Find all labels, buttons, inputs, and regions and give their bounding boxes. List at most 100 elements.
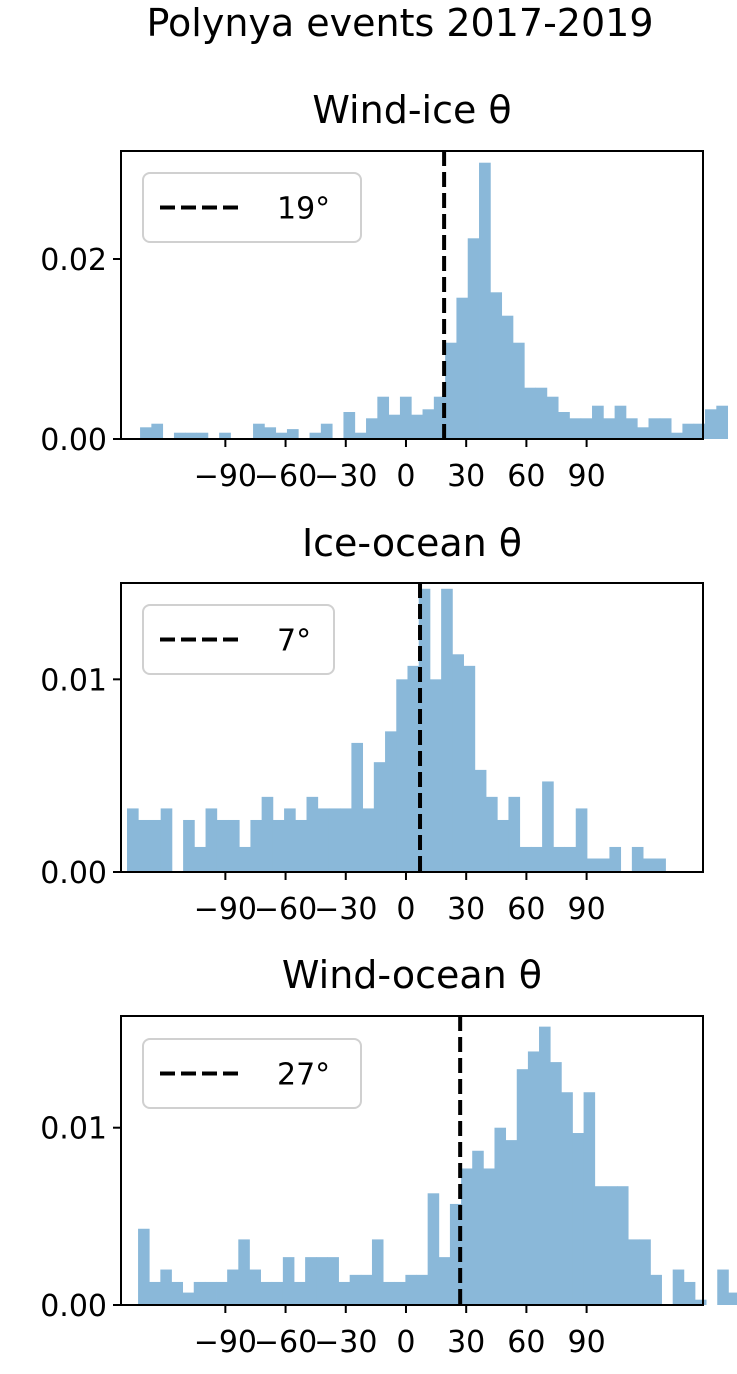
- histogram-bar: [286, 429, 299, 439]
- x-tick-label: −30: [314, 459, 377, 494]
- axes-frame: [120, 582, 704, 873]
- histogram-bar: [305, 1257, 317, 1305]
- histogram-bar: [349, 1274, 362, 1305]
- histogram-bar: [486, 796, 498, 872]
- histogram-bar: [539, 1026, 551, 1305]
- histogram-bar: [561, 1092, 573, 1305]
- histogram-bar: [293, 1281, 306, 1305]
- histogram-bar: [501, 315, 514, 439]
- histogram-bar: [295, 819, 307, 872]
- histogram-bar: [275, 432, 288, 439]
- histogram-bar: [603, 418, 616, 439]
- histogram-bar: [216, 1281, 228, 1305]
- legend-label: 19°: [277, 192, 330, 227]
- histogram-bar: [479, 162, 491, 439]
- histogram-bar: [418, 588, 431, 872]
- histogram-bar: [717, 1269, 729, 1305]
- axes-frame: [120, 150, 704, 440]
- y-tick-label: 0.02: [40, 243, 107, 278]
- histogram-bar: [284, 808, 296, 872]
- histogram-bar: [264, 427, 277, 439]
- histogram-bar: [683, 1281, 696, 1305]
- histogram-bar: [249, 1269, 261, 1305]
- histogram-bar: [306, 796, 319, 872]
- histogram-bar: [377, 396, 390, 439]
- legend-label: 7°: [277, 624, 311, 659]
- legend-box: [142, 1038, 362, 1109]
- histogram-bar: [452, 654, 464, 872]
- histogram-bar: [171, 1281, 184, 1305]
- histogram-bar: [351, 742, 364, 872]
- histogram-bar: [343, 412, 356, 439]
- x-tick-label: 60: [507, 892, 545, 927]
- histogram-bar: [407, 665, 420, 872]
- histogram-bar: [253, 423, 265, 439]
- histogram-bar: [609, 846, 622, 872]
- histogram-bar: [340, 808, 352, 872]
- histogram-bar: [271, 1281, 284, 1305]
- histogram-bar: [449, 1203, 462, 1305]
- legend-box: [142, 172, 362, 243]
- y-tick-label: 0.01: [40, 663, 107, 698]
- histogram-bar: [373, 762, 386, 872]
- histogram-bar: [693, 423, 706, 439]
- panel-title: Wind-ocean θ: [282, 953, 542, 997]
- histogram-bar: [637, 427, 649, 439]
- histogram-bar: [394, 1281, 406, 1305]
- histogram-bar: [558, 412, 570, 439]
- histogram-bar: [173, 432, 186, 439]
- histogram-bar: [527, 1051, 540, 1305]
- histogram-bar: [383, 1281, 395, 1305]
- histogram-bar: [185, 432, 197, 439]
- histogram-bar: [327, 1257, 339, 1305]
- histogram-bar: [328, 808, 341, 872]
- histogram-bar: [151, 423, 164, 439]
- histogram-bar: [463, 665, 476, 872]
- legend: 27°: [142, 1038, 362, 1109]
- histogram-bar: [654, 858, 666, 872]
- histogram-bar: [399, 396, 412, 439]
- histogram-bar: [550, 1062, 562, 1305]
- histogram-bar: [614, 405, 627, 439]
- panel-title: Ice-ocean θ: [302, 521, 522, 565]
- histogram-bar: [138, 819, 150, 872]
- histogram-bar: [260, 1281, 273, 1305]
- histogram-bar: [272, 819, 285, 872]
- histogram-bar: [149, 819, 162, 872]
- x-tick-label: −60: [254, 1325, 317, 1360]
- histogram-bar: [227, 819, 240, 872]
- histogram-bar: [648, 418, 661, 439]
- x-tick-label: −30: [314, 1325, 377, 1360]
- histogram-bar: [694, 1299, 707, 1305]
- histogram-bar: [631, 846, 644, 872]
- panel-3: Wind-ocean θ −90−60−30 0 30 60 90 0.00 0.01 27°: [40, 953, 737, 1360]
- histogram-bar: [320, 423, 333, 439]
- histogram-bar: [592, 405, 604, 439]
- histogram-bar: [411, 414, 423, 439]
- y-tick-label: 0.00: [40, 423, 107, 458]
- x-tick-label: 30: [447, 459, 485, 494]
- histogram-bar: [572, 1133, 584, 1305]
- x-tick-label: −90: [194, 892, 257, 927]
- histogram-bar: [204, 1281, 217, 1305]
- histogram-bar: [205, 808, 218, 872]
- x-tick-label: 90: [568, 892, 606, 927]
- histogram-bar: [508, 796, 521, 872]
- legend: 19°: [142, 172, 362, 243]
- x-tick-label: 90: [568, 459, 606, 494]
- histogram-bar: [716, 405, 729, 439]
- histogram-bar: [546, 396, 559, 439]
- legend-box: [142, 604, 335, 675]
- histogram-bar: [371, 1239, 384, 1305]
- histogram-bar: [127, 808, 139, 872]
- x-tick-label: 90: [568, 1325, 606, 1360]
- histogram-bar: [628, 1239, 640, 1305]
- histogram-bar: [182, 1292, 195, 1305]
- histogram-bar: [494, 1127, 507, 1305]
- histogram-bar: [580, 418, 593, 439]
- histogram-bar: [461, 1168, 473, 1305]
- histogram-bar: [405, 1274, 417, 1305]
- histogram-bar: [366, 418, 378, 439]
- histogram-bar: [672, 1269, 685, 1305]
